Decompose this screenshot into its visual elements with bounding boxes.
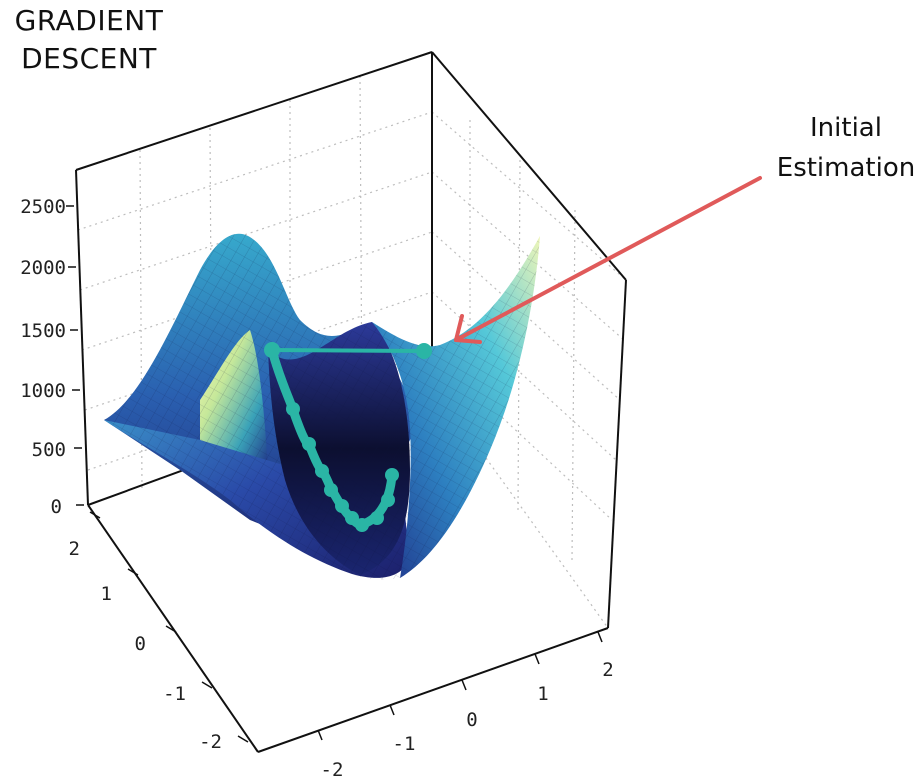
y-axis-ticks: 2 1 0 -1 -2	[69, 511, 249, 753]
path-point-5	[324, 483, 338, 497]
path-point-1	[264, 342, 280, 358]
y-tick-label-2: 2	[69, 538, 80, 560]
y-tick-label-m1: -1	[163, 683, 186, 705]
path-point-7	[345, 511, 359, 525]
annotation-line-2: Estimation	[776, 153, 916, 183]
initial-estimation-label: Initial Estimation	[766, 108, 924, 188]
path-point-final	[385, 468, 399, 482]
path-point-4	[315, 464, 329, 478]
x-axis-ticks: -2 -1 0 1 2	[317, 631, 614, 781]
path-point-2	[286, 402, 300, 416]
annotation-arrow	[454, 176, 762, 344]
loss-surface	[104, 233, 540, 580]
title-line-2: DESCENT	[21, 42, 157, 75]
path-point-3	[302, 437, 316, 451]
path-point-initial	[416, 343, 432, 359]
z-tick-label-2000: 2000	[20, 257, 66, 279]
figure-title: GRADIENT DESCENT	[4, 2, 174, 78]
z-tick-label-1000: 1000	[20, 380, 66, 402]
y-tick-label-0: 0	[135, 633, 146, 655]
descent-path	[264, 342, 432, 532]
z-tick-label-500: 500	[32, 439, 66, 461]
z-tick-label-0: 0	[51, 496, 62, 518]
z-tick-label-2500: 2500	[20, 196, 66, 218]
y-tick-label-m2: -2	[199, 731, 222, 753]
z-tick-label-1500: 1500	[20, 320, 66, 342]
x-tick-label-m1: -1	[393, 733, 416, 755]
y-tick-label-1: 1	[101, 583, 112, 605]
path-point-6	[335, 499, 349, 513]
path-point-9	[370, 511, 384, 525]
x-tick-label-0: 0	[466, 709, 477, 731]
path-point-8	[355, 518, 369, 532]
title-line-1: GRADIENT	[14, 4, 164, 37]
x-tick-label-2: 2	[602, 659, 613, 681]
path-point-10	[381, 493, 395, 507]
path-segment-initial	[271, 348, 425, 353]
annotation-line-1: Initial	[810, 113, 882, 143]
axes-frame	[75, 51, 627, 753]
x-tick-label-m2: -2	[321, 759, 344, 781]
x-tick-label-1: 1	[537, 683, 548, 705]
z-axis-ticks: 0 500 1000 1500 2000 2500	[20, 196, 84, 518]
